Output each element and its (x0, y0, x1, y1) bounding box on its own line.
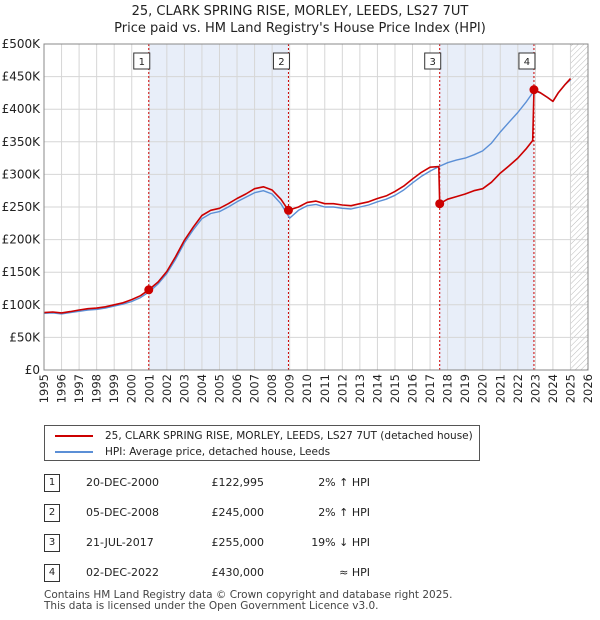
x-tick-label: 2025 (563, 374, 577, 403)
transaction-point (144, 285, 154, 295)
x-tick-label: 1999 (107, 374, 121, 403)
x-tick-label: 2022 (511, 374, 525, 403)
transaction-marker-label: 3 (430, 57, 436, 68)
x-tick-label: 1995 (37, 374, 51, 403)
chart-legend: 25, CLARK SPRING RISE, MORLEY, LEEDS, LS… (44, 425, 480, 461)
transaction-marker-label: 2 (278, 57, 284, 68)
x-tick-label: 2007 (248, 374, 262, 403)
transaction-point (529, 85, 539, 95)
price-chart: £0 £50K £100K £150K £200K £250K £300K £350K £400… (2, 37, 595, 403)
x-tick-label: 1996 (55, 374, 69, 403)
property-series-line (43, 78, 572, 314)
transaction-date: 02-DEC-2022 (86, 566, 160, 579)
x-tick-label: 2005 (212, 374, 226, 403)
x-tick-label: 2014 (370, 374, 384, 403)
transaction-date: 20-DEC-2000 (86, 476, 160, 489)
y-tick-label: £250K (2, 200, 42, 214)
transaction-point (435, 199, 445, 209)
footer-line-licence: This data is licensed under the Open Gov… (44, 600, 379, 612)
x-tick-label: 1997 (72, 374, 86, 403)
y-tick-label: £450K (2, 70, 42, 84)
transaction-marker-label: 4 (524, 57, 530, 68)
x-tick-label: 2010 (300, 374, 314, 403)
x-tick-label: 2023 (528, 374, 542, 403)
transaction-marker-box (424, 52, 442, 70)
x-tick-label: 2004 (195, 374, 209, 403)
x-tick-label: 2026 (581, 374, 595, 403)
x-tick-label: 2002 (160, 374, 174, 403)
x-tick-label: 2018 (441, 374, 455, 403)
chart-title-line1: 25, CLARK SPRING RISE, MORLEY, LEEDS, LS… (131, 4, 469, 19)
hpi-series-line (43, 79, 571, 315)
footer-attribution: Contains HM Land Registry data © Crown c… (44, 590, 452, 612)
transaction-hpi-comparison: 2% ↑ HPI (318, 506, 370, 519)
transaction-number-badge: 2 (44, 504, 60, 522)
transaction-point (283, 205, 293, 215)
x-tick-label: 2003 (177, 374, 191, 403)
x-tick-label: 2020 (476, 374, 490, 403)
x-tick-label: 2011 (318, 374, 332, 403)
transaction-price: £255,000 (211, 536, 265, 549)
transaction-marker-box (133, 52, 151, 70)
transaction-hpi-comparison: ≈ HPI (339, 566, 370, 579)
y-tick-label: £150K (2, 265, 42, 279)
x-tick-label: 2021 (493, 374, 507, 403)
footer-line-copyright: Contains HM Land Registry data © Crown c… (44, 589, 453, 601)
table-row: 1 20-DEC-2000 £122,995 2% ↑ HPI (44, 474, 404, 494)
transaction-number-badge: 3 (44, 534, 60, 552)
table-row: 2 05-DEC-2008 £245,000 2% ↑ HPI (44, 504, 404, 524)
x-tick-label: 2017 (423, 374, 437, 403)
chart-title-line2: Price paid vs. HM Land Registry's House … (114, 21, 486, 36)
x-tick-label: 2000 (125, 374, 139, 403)
transaction-number-badge: 1 (44, 474, 60, 492)
transaction-date: 21-JUL-2017 (86, 536, 154, 549)
transaction-hpi-comparison: 19% ↓ HPI (311, 536, 370, 549)
y-tick-label: £100K (2, 298, 42, 312)
x-tick-label: 2015 (388, 374, 402, 403)
legend-label-hpi: HPI: Average price, detached house, Leed… (105, 446, 331, 458)
plot-border (43, 43, 589, 371)
x-tick-label: 2013 (353, 374, 367, 403)
legend-swatch-hpi (55, 451, 93, 453)
legend-swatch-property (55, 435, 93, 437)
y-tick-label: £50K (9, 330, 41, 344)
transaction-hpi-comparison: 2% ↑ HPI (318, 476, 370, 489)
y-tick-label: £0 (25, 363, 40, 377)
y-tick-label: £400K (2, 102, 42, 116)
transaction-price: £122,995 (211, 476, 265, 489)
x-tick-label: 2019 (458, 374, 472, 403)
x-tick-label: 2001 (142, 374, 156, 403)
transaction-price: £430,000 (211, 566, 265, 579)
transaction-marker-box (518, 52, 536, 70)
legend-label-property: 25, CLARK SPRING RISE, MORLEY, LEEDS, LS… (105, 430, 473, 442)
y-tick-label: £200K (2, 233, 42, 247)
transaction-marker-box (272, 52, 290, 70)
x-tick-label: 2024 (546, 374, 560, 403)
x-tick-label: 2006 (230, 374, 244, 403)
y-tick-label: £500K (2, 37, 42, 51)
x-tick-label: 2008 (265, 374, 279, 403)
legend-item-hpi: HPI: Average price, detached house, Leed… (55, 444, 330, 460)
table-row: 4 02-DEC-2022 £430,000 ≈ HPI (44, 564, 404, 584)
x-tick-label: 2012 (335, 374, 349, 403)
legend-item-property: 25, CLARK SPRING RISE, MORLEY, LEEDS, LS… (55, 428, 473, 444)
transaction-number-badge: 4 (44, 564, 60, 582)
transaction-price: £245,000 (211, 506, 265, 519)
table-row: 3 21-JUL-2017 £255,000 19% ↓ HPI (44, 534, 404, 554)
x-tick-label: 2016 (406, 374, 420, 403)
y-tick-label: £350K (2, 135, 42, 149)
transaction-marker-label: 1 (139, 57, 145, 68)
x-tick-label: 1998 (90, 374, 104, 403)
x-tick-label: 2009 (283, 374, 297, 403)
transaction-date: 05-DEC-2008 (86, 506, 160, 519)
y-tick-label: £300K (2, 167, 42, 181)
